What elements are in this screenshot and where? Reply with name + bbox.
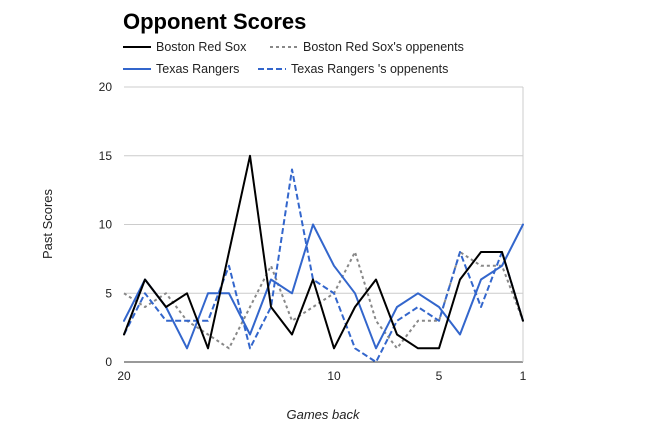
- x-tick-label: 10: [327, 369, 341, 383]
- series-line: [123, 251, 524, 350]
- y-tick-label: 5: [105, 286, 112, 300]
- series-line: [123, 154, 524, 350]
- y-tick-label: 15: [99, 149, 113, 163]
- series-line: [123, 168, 524, 363]
- y-axis-title: Past Scores: [40, 188, 55, 259]
- gridlines: [124, 86, 524, 363]
- y-tick-label: 20: [99, 80, 113, 94]
- y-tick-label: 0: [105, 355, 112, 369]
- x-tick-label: 20: [117, 369, 131, 383]
- y-tick-label: 10: [99, 218, 113, 232]
- legend: Boston Red Sox Boston Red Sox's oppenents…: [123, 40, 464, 76]
- chart-title: Opponent Scores: [123, 9, 306, 34]
- x-axis-title: Games back: [287, 407, 361, 422]
- legend-label: Boston Red Sox: [156, 40, 247, 54]
- x-tick-label: 1: [520, 369, 527, 383]
- series-line: [123, 223, 524, 350]
- legend-label: Texas Rangers: [156, 62, 239, 76]
- plot-lines: [123, 154, 524, 363]
- legend-label: Boston Red Sox's oppenents: [303, 40, 464, 54]
- x-tick-label: 5: [436, 369, 443, 383]
- axes: 0 5 10 15 20 20 10 5 1: [99, 80, 527, 383]
- legend-label: Texas Rangers 's oppenents: [291, 62, 448, 76]
